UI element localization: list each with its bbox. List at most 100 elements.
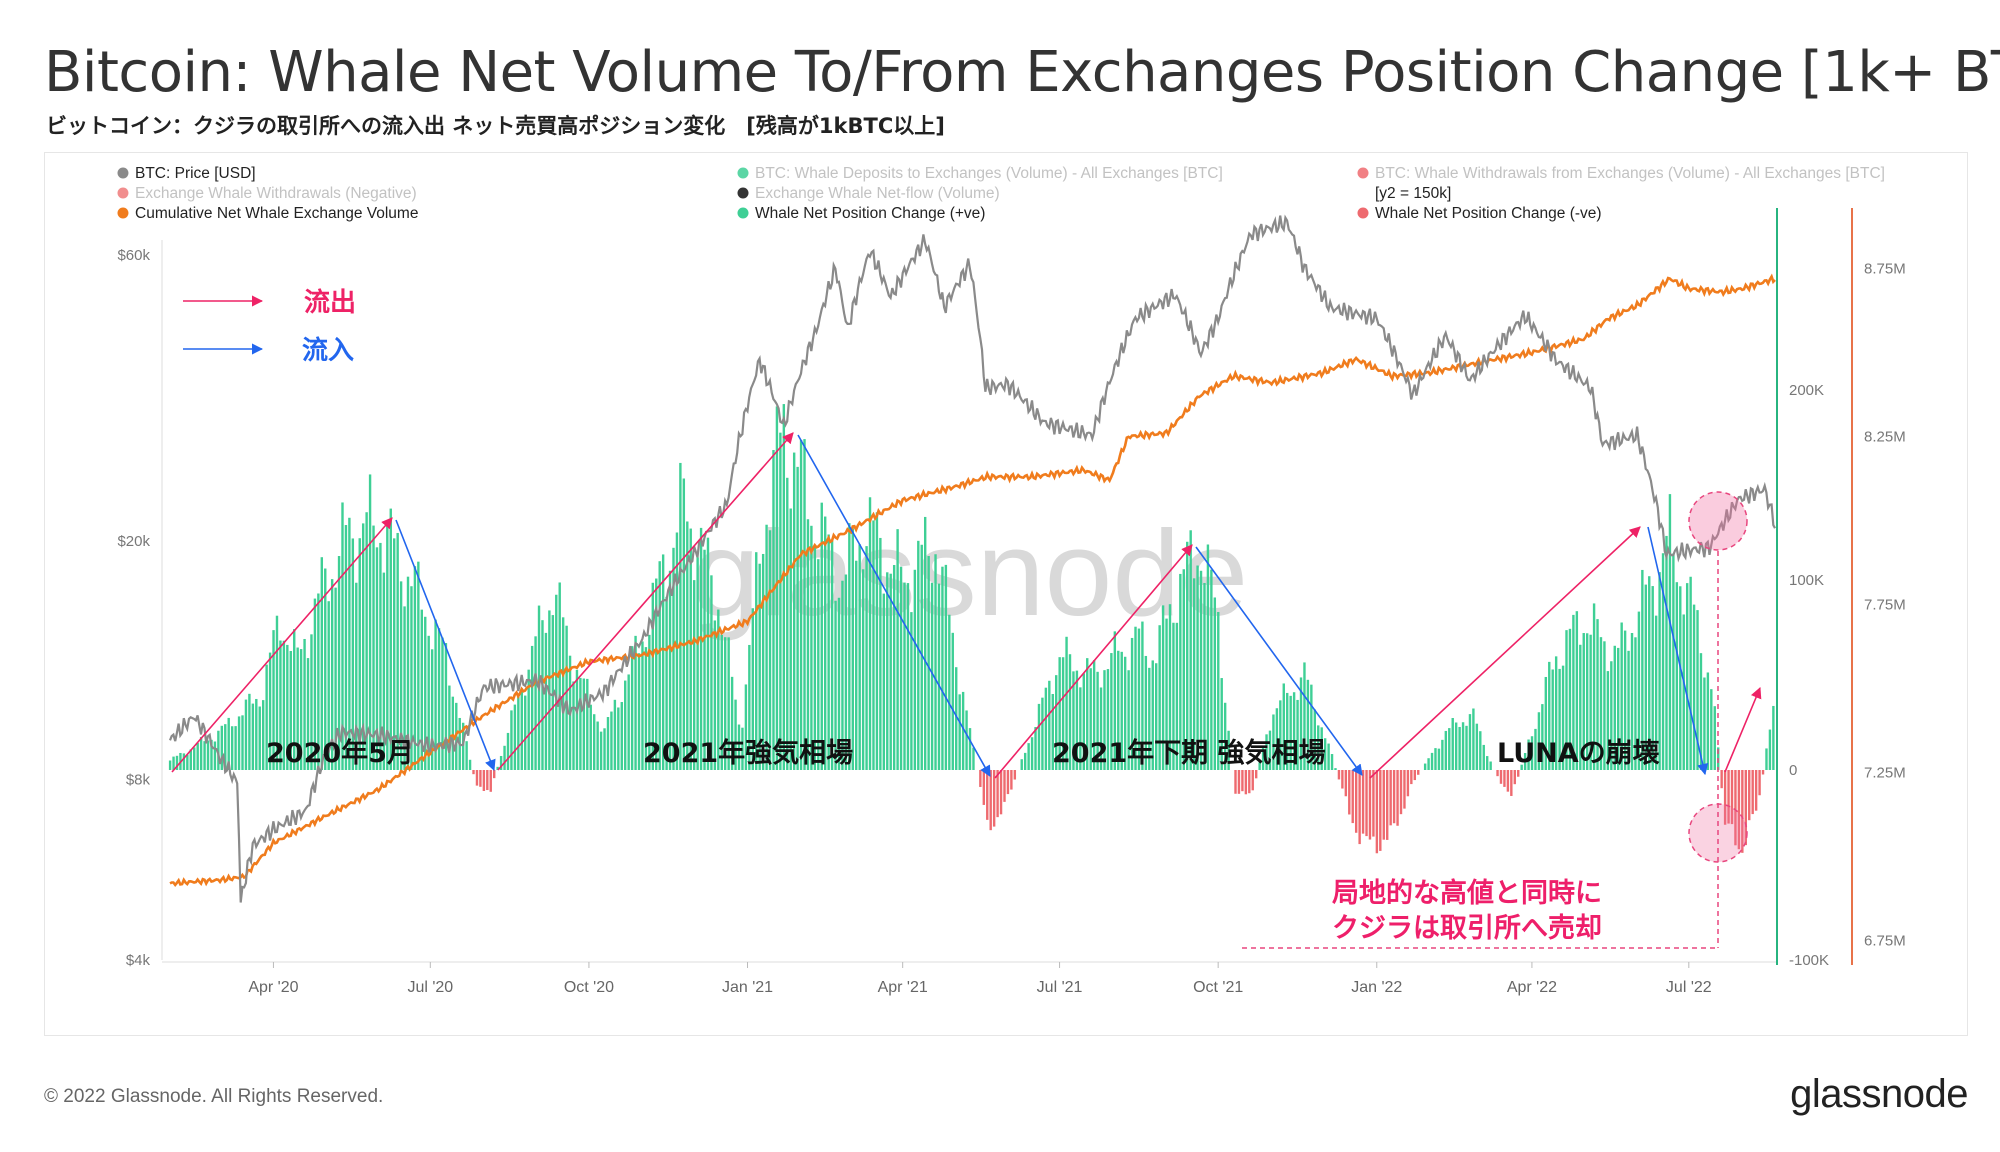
position-bar — [672, 547, 675, 770]
position-bar — [420, 609, 423, 770]
position-bar — [227, 717, 230, 770]
position-bar — [1130, 637, 1134, 770]
legend-marker — [117, 167, 129, 179]
position-bar — [1348, 770, 1351, 815]
position-bar — [1034, 727, 1037, 770]
position-bar — [1472, 708, 1475, 770]
position-bar — [1710, 689, 1713, 770]
position-bar — [630, 646, 634, 770]
position-bar — [1613, 645, 1616, 770]
chart-lines — [168, 214, 1776, 903]
position-bar — [1572, 614, 1575, 770]
position-bar — [1361, 770, 1365, 834]
position-bar — [324, 568, 327, 770]
position-bar — [344, 525, 348, 770]
position-bar — [534, 636, 537, 770]
position-bar — [1454, 722, 1458, 770]
outflow-trend-arrow — [171, 517, 393, 773]
position-bar — [779, 432, 782, 770]
position-bar — [1589, 634, 1592, 770]
position-bar — [1241, 770, 1244, 792]
position-bar — [1223, 702, 1227, 770]
position-bar — [168, 760, 172, 770]
position-bar — [589, 704, 592, 770]
position-bar — [923, 516, 927, 770]
position-bar — [282, 640, 286, 770]
position-bar — [1030, 737, 1034, 770]
position-bar — [399, 581, 403, 770]
position-bar — [755, 552, 758, 770]
position-bar — [1682, 614, 1685, 770]
position-bar — [220, 725, 224, 770]
position-bar — [1596, 619, 1599, 770]
position-bar — [251, 703, 255, 770]
copyright-footer: © 2022 Glassnode. All Rights Reserved. — [44, 1086, 384, 1107]
inflow-trend-arrow — [797, 434, 991, 777]
position-bar — [441, 637, 444, 770]
position-bar — [1479, 731, 1482, 770]
position-bar — [920, 544, 923, 770]
position-bar — [1051, 693, 1054, 770]
position-bar — [1772, 705, 1775, 770]
x-tick-label: Jul '22 — [1666, 979, 1712, 996]
position-bar — [810, 525, 813, 770]
position-bar — [1148, 667, 1151, 770]
position-bar — [513, 704, 517, 770]
position-bar — [230, 726, 234, 770]
position-bar — [451, 696, 455, 770]
position-bar — [1520, 764, 1523, 770]
position-bar — [1065, 636, 1068, 770]
position-bar — [1451, 718, 1454, 770]
position-bar — [1072, 671, 1075, 770]
position-bar — [868, 497, 872, 770]
position-bar — [1651, 586, 1654, 770]
position-bar — [1120, 651, 1123, 770]
position-bar — [541, 620, 544, 770]
position-bar — [1010, 770, 1013, 790]
position-bar — [1061, 657, 1065, 770]
position-bar — [244, 699, 248, 770]
position-bar — [730, 676, 734, 770]
position-bar — [972, 747, 975, 770]
position-bar — [1127, 670, 1130, 770]
position-bar — [703, 549, 706, 770]
position-bar — [186, 754, 189, 770]
position-bar — [241, 715, 244, 770]
cumulative-tick-label: 8.25M — [1864, 429, 1906, 446]
position-bar — [986, 770, 989, 820]
position-bar — [1765, 748, 1768, 770]
position-bar — [586, 678, 589, 770]
position-bar — [1337, 770, 1341, 780]
position-bar — [758, 563, 761, 770]
position-bar — [1510, 770, 1513, 796]
position-bar — [472, 770, 475, 775]
position-bar — [1706, 672, 1710, 770]
position-bar — [772, 450, 775, 770]
x-tick-label: Jul '21 — [1037, 979, 1083, 996]
position-bar — [1217, 611, 1220, 770]
x-tick-label: Oct '20 — [564, 979, 614, 996]
position-bar — [1565, 630, 1568, 770]
position-bar — [403, 606, 406, 770]
price-tick-label: $60k — [117, 247, 150, 264]
position-bar — [272, 630, 275, 770]
position-bar — [430, 649, 434, 770]
position-bar — [603, 728, 606, 770]
position-bar — [1075, 670, 1079, 770]
position-bar — [796, 466, 799, 770]
x-tick-label: Apr '21 — [878, 979, 928, 996]
chart-frame — [44, 152, 1968, 1036]
position-bar — [1417, 770, 1420, 775]
position-bar — [1186, 541, 1189, 770]
position-bar — [934, 554, 937, 770]
position-bar — [1303, 662, 1306, 770]
position-bar — [606, 717, 610, 770]
position-bar — [1254, 770, 1258, 779]
position-bar — [1727, 770, 1730, 824]
position-bar — [172, 756, 175, 770]
position-bar — [748, 644, 751, 770]
position-bar — [655, 578, 658, 770]
position-bar — [182, 753, 186, 770]
position-bar — [493, 770, 496, 779]
